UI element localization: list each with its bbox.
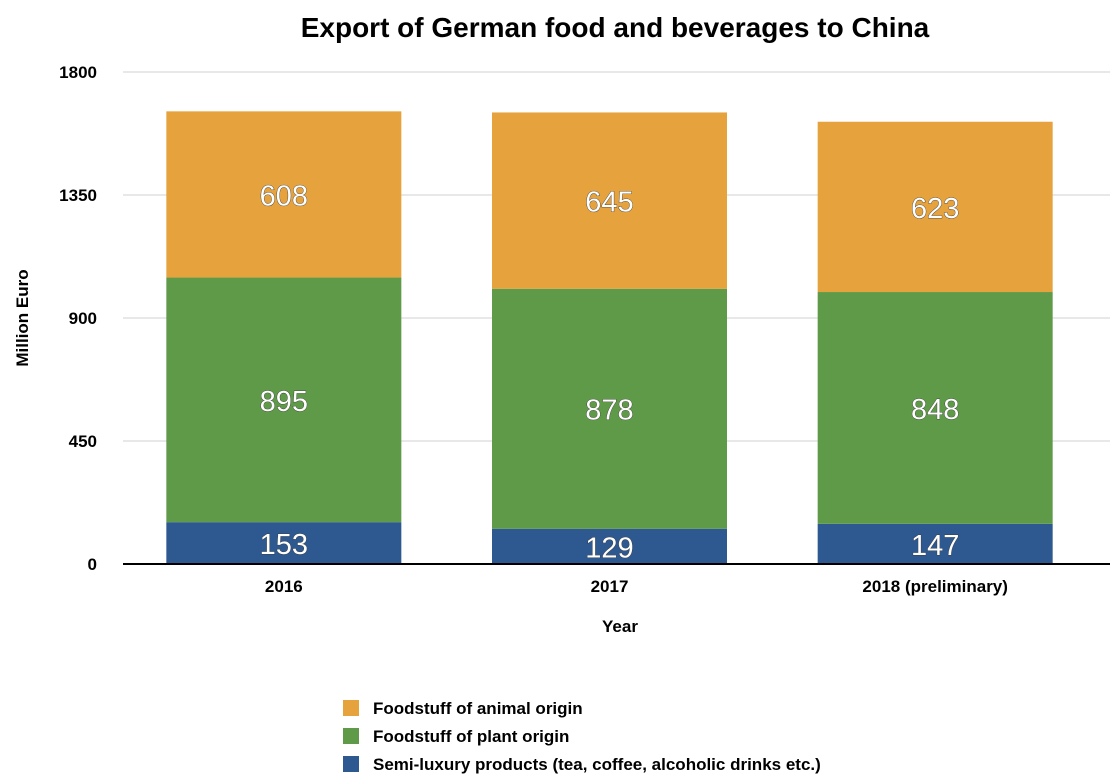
y-tick-label: 1800 — [59, 63, 97, 82]
chart-title: Export of German food and beverages to C… — [301, 12, 930, 43]
bar-segment — [817, 523, 1053, 564]
y-axis-ticks: 0 450 900 1350 1800 — [59, 63, 97, 574]
legend-label: Foodstuff of plant origin — [373, 727, 569, 746]
legend-swatch — [343, 700, 359, 716]
legend-label: Semi-luxury products (tea, coffee, alcoh… — [373, 755, 821, 774]
y-axis-title: Million Euro — [13, 269, 32, 366]
bar-value-label: 895 — [260, 386, 308, 418]
y-tick-label: 1350 — [59, 186, 97, 205]
bar-segment — [166, 522, 402, 564]
bar-value-label: 153 — [260, 529, 308, 561]
x-tick-label: 2018 (preliminary) — [862, 577, 1008, 596]
x-axis-ticks: 2016 2017 2018 (preliminary) — [265, 577, 1008, 596]
bar-value-label: 129 — [585, 532, 633, 564]
bar-segment — [492, 528, 727, 564]
bar-value-label: 608 — [260, 180, 308, 212]
bar-value-label: 848 — [911, 394, 959, 426]
bar-segment — [817, 121, 1053, 293]
bar-value-label: 623 — [911, 193, 959, 225]
bar-value-label: 645 — [585, 187, 633, 219]
legend-label: Foodstuff of animal origin — [373, 699, 583, 718]
bar-segment — [492, 112, 727, 289]
x-tick-label: 2017 — [591, 577, 629, 596]
y-tick-label: 0 — [88, 555, 97, 574]
x-axis-title: Year — [602, 617, 638, 636]
bar-segment — [166, 111, 402, 278]
bar-segment — [166, 277, 402, 523]
bar-segment — [492, 288, 727, 529]
legend: Foodstuff of animal origin Foodstuff of p… — [343, 699, 821, 774]
x-tick-label: 2016 — [265, 577, 303, 596]
bars — [166, 111, 1053, 564]
y-tick-label: 900 — [69, 309, 97, 328]
legend-swatch — [343, 728, 359, 744]
bar-segment — [817, 292, 1053, 524]
bar-value-labels: 153 895 608 129 878 645 147 848 623 — [259, 180, 960, 565]
legend-swatch — [343, 756, 359, 772]
bar-value-label: 147 — [911, 530, 959, 562]
bar-value-label: 878 — [585, 395, 633, 427]
y-tick-label: 450 — [69, 432, 97, 451]
